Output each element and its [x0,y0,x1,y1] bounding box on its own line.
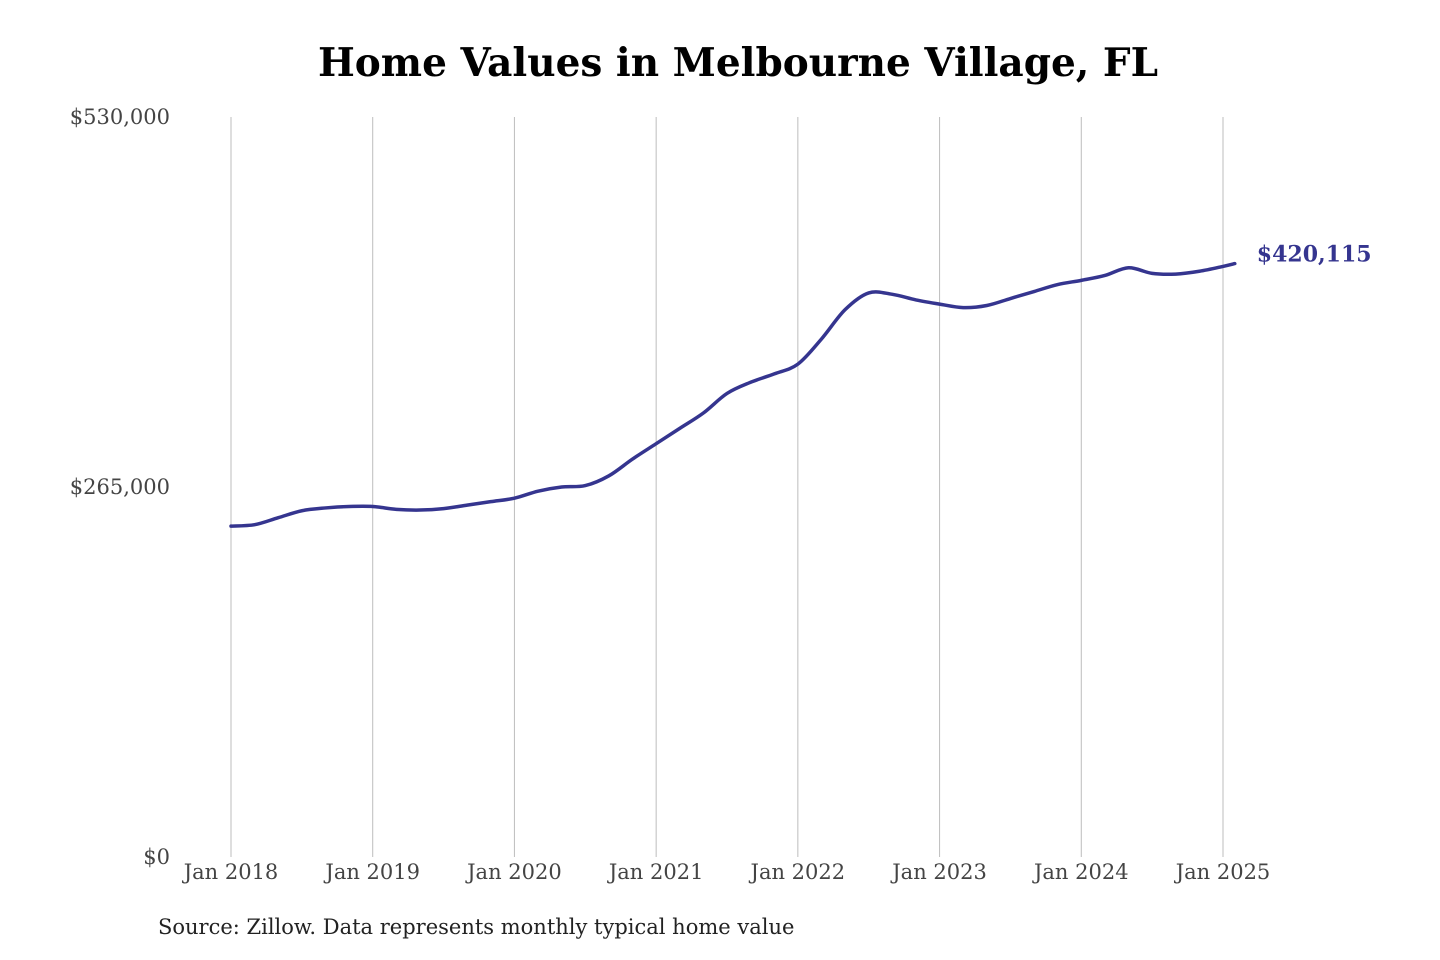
x-tick-label: Jan 2024 [1032,860,1129,884]
end-value-label: $420,115 [1257,242,1372,268]
y-tick-label: $265,000 [70,475,170,499]
x-tick-label: Jan 2018 [182,860,279,884]
x-tick-label: Jan 2023 [890,860,987,884]
annotation-layer: $420,115 [1257,242,1372,268]
vertical-gridlines [230,117,1224,857]
y-axis: $0 $265,000 $530,000 [70,105,170,869]
y-tick-label: $0 [143,845,170,869]
y-tick-label: $530,000 [70,105,170,129]
series-layer [229,261,1237,528]
series-line [229,261,1237,528]
x-tick-label: Jan 2025 [1174,860,1271,884]
source-note: Source: Zillow. Data represents monthly … [158,915,795,939]
x-tick-label: Jan 2020 [465,860,562,884]
x-axis: Jan 2018 Jan 2019 Jan 2020 Jan 2021 Jan 2022… [182,860,1271,884]
x-tick-label: Jan 2019 [323,860,420,884]
chart-title: Home Values in Melbourne Village, FL [317,40,1159,86]
x-tick-label: Jan 2021 [607,860,704,884]
x-tick-label: Jan 2022 [749,860,846,884]
